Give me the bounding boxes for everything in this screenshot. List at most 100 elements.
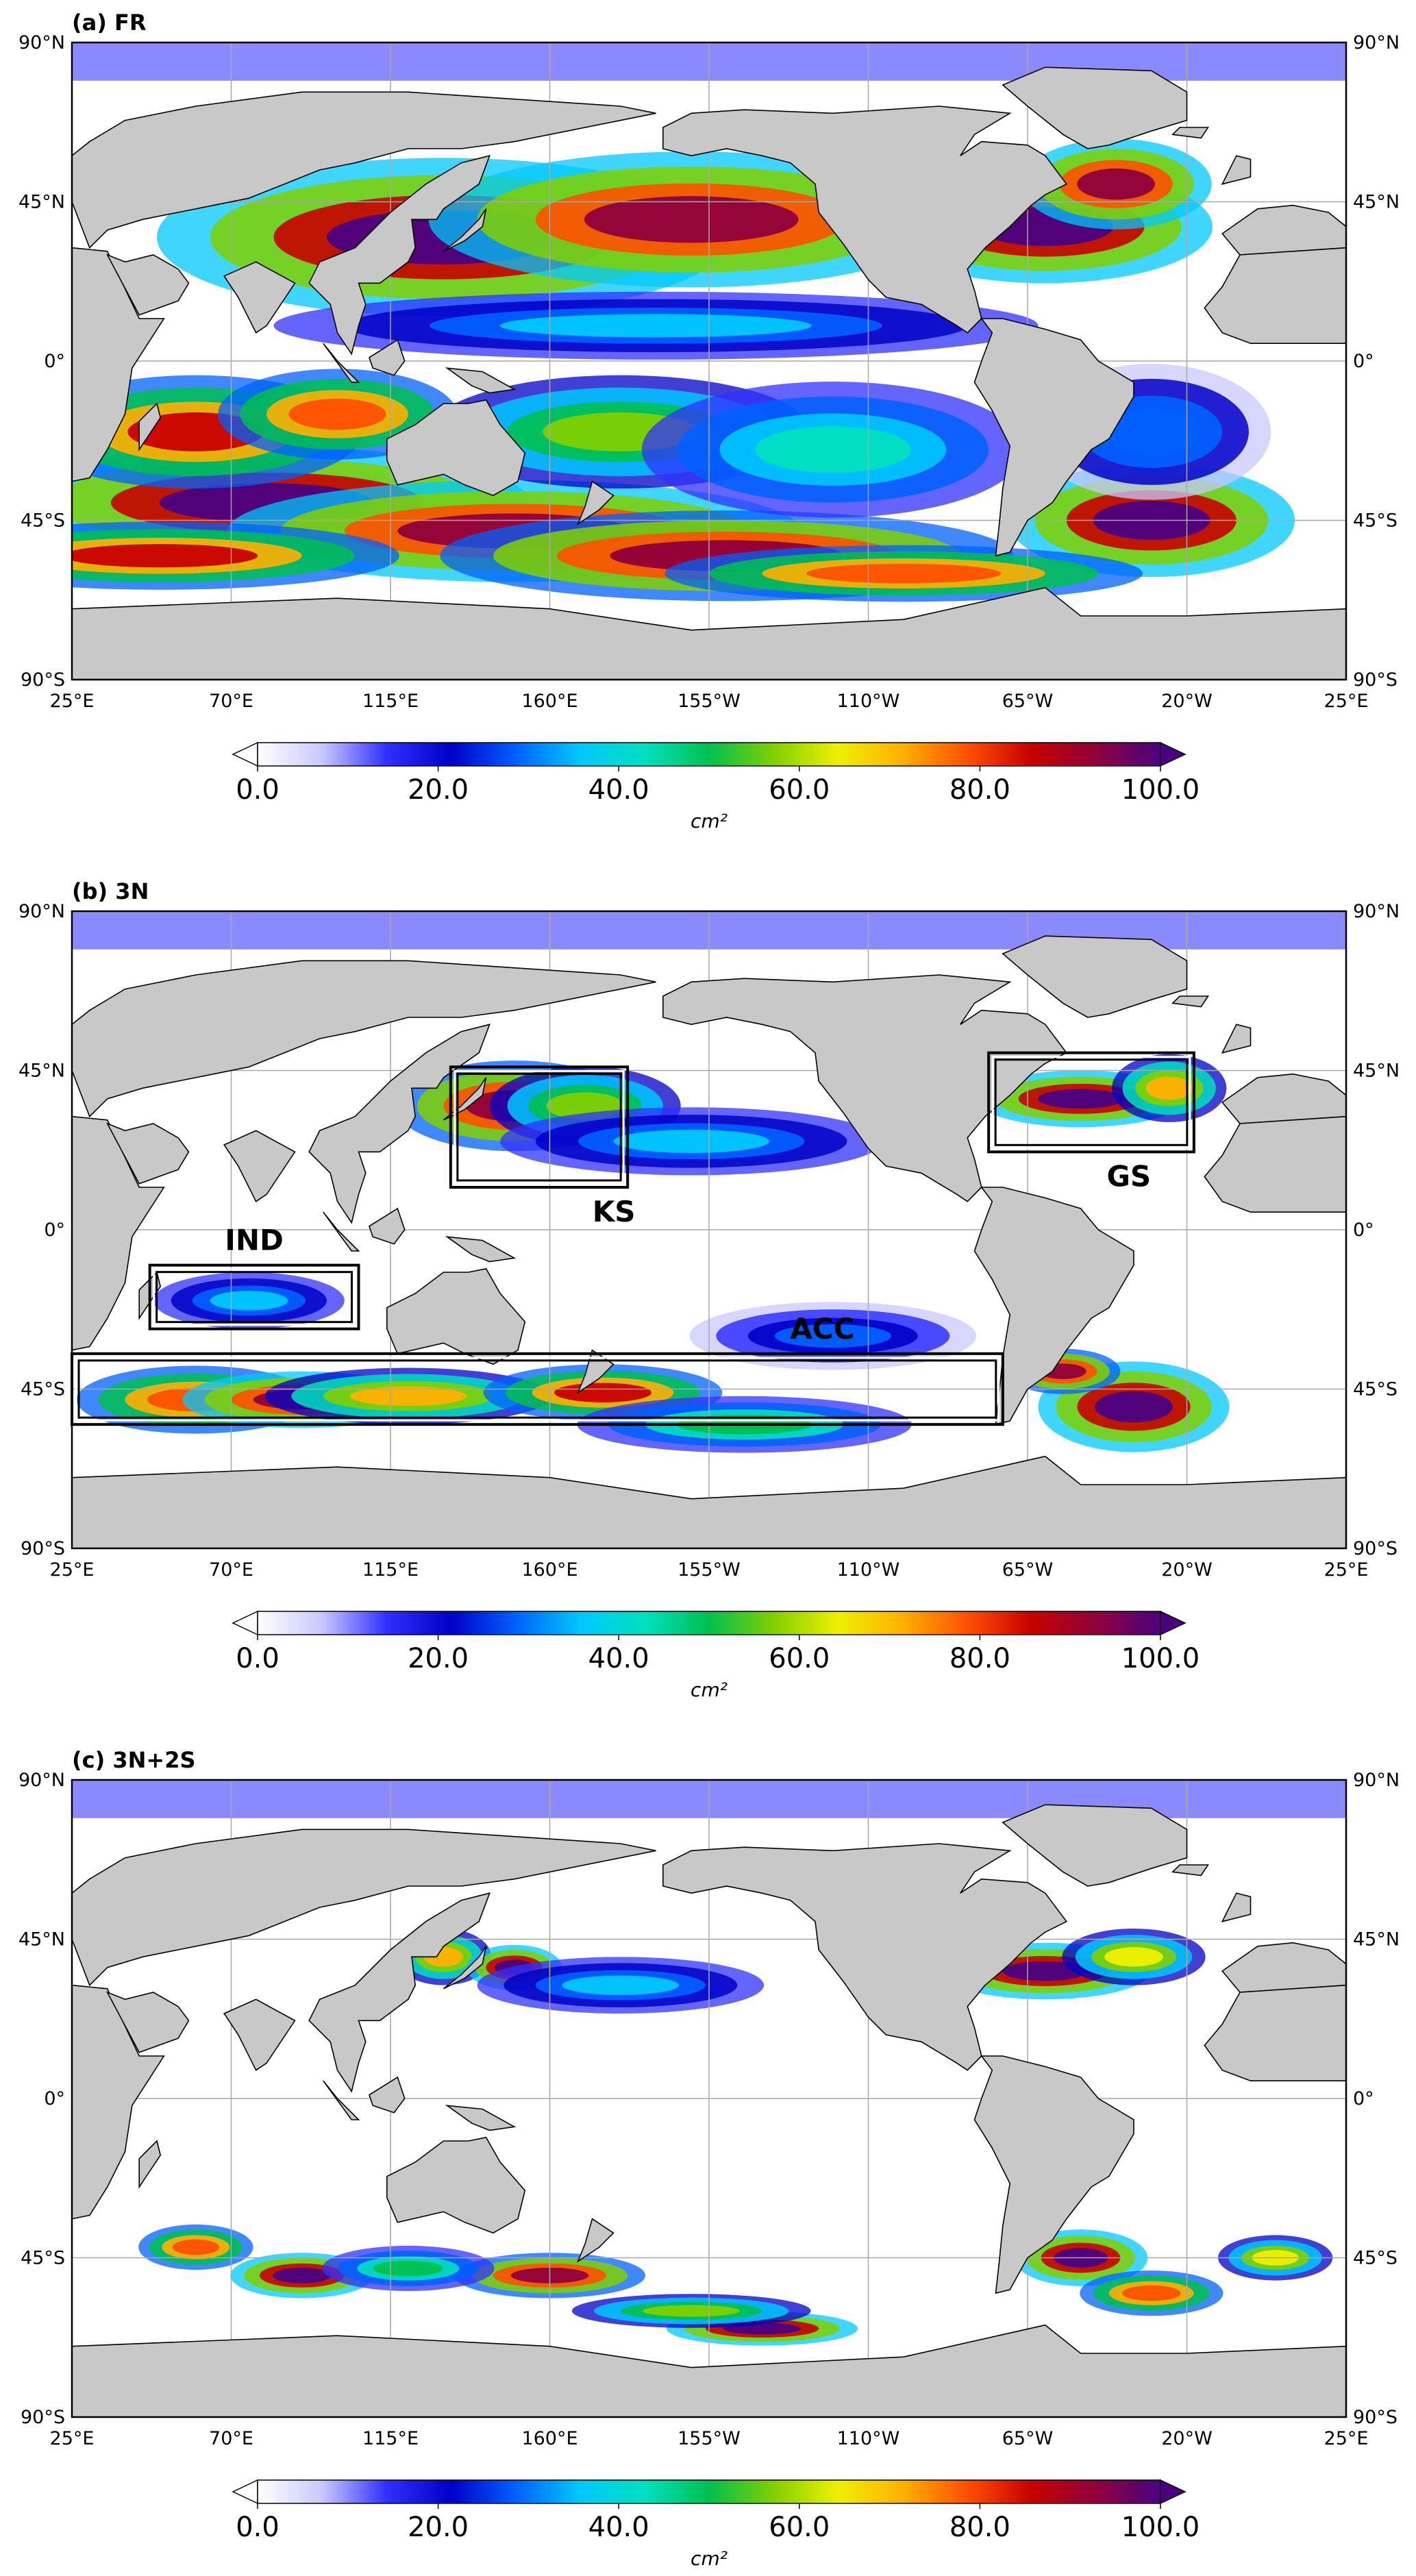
field-peak [1077, 168, 1155, 200]
field-peak [172, 2239, 219, 2255]
region-box-gap [454, 1069, 625, 1185]
land-mass [445, 2105, 517, 2131]
field-peak [554, 1383, 652, 1402]
lon-tick-label: 25°E [1324, 2428, 1369, 2449]
colorbar-extend-max [1160, 1610, 1187, 1636]
lat-tick-label-right: 45°S [1353, 1379, 1398, 1400]
lon-tick-label: 25°E [1324, 1559, 1369, 1581]
field-peak [349, 1386, 467, 1407]
land-mass [72, 2324, 1346, 2417]
land-mass [445, 1236, 517, 1263]
colorbar-ramp [257, 742, 1161, 767]
land-mass [138, 2140, 162, 2189]
colorbar-tick-label: 20.0 [408, 2512, 469, 2543]
lon-tick-label: 25°E [50, 1559, 95, 1581]
colorbar-tick-label: 20.0 [408, 774, 469, 806]
lat-tick-label-right: 45°N [1353, 192, 1400, 213]
colorbar-tick-label: 0.0 [236, 1643, 280, 1674]
lat-tick-label-left: 90°N [18, 901, 65, 922]
colorbar-ramp [257, 1611, 1161, 1635]
land-mass [973, 318, 1134, 557]
colorbar-extend-max [1160, 2479, 1187, 2505]
colorbar-tick-label: 80.0 [949, 2512, 1010, 2543]
land-mass [1002, 935, 1188, 1018]
colorbar-tick-label: 0.0 [236, 774, 280, 806]
map-area [72, 42, 1346, 680]
field-peak [1122, 2285, 1181, 2301]
field-peak [643, 2305, 741, 2317]
region-label-ACC: ACC [790, 1312, 854, 1346]
colorbar-unit-label: cm² [691, 1679, 728, 1701]
panel-title: (c) 3N+2S [72, 1747, 196, 1773]
lon-tick-label: 110°W [837, 1559, 900, 1581]
colorbar-tick-label: 40.0 [588, 1643, 649, 1674]
land-mass [138, 402, 162, 451]
land-mass [369, 2076, 406, 2114]
land-mass [386, 2136, 526, 2234]
land-mass [369, 1207, 406, 1245]
land-mass [445, 367, 517, 394]
field-peak [613, 1129, 769, 1153]
lon-tick-label: 160°E [521, 2428, 577, 2449]
field-peak [1102, 408, 1200, 456]
field-peak [755, 426, 911, 473]
lat-tick-label-left: 90°N [18, 32, 65, 53]
lon-tick-label: 110°W [837, 691, 900, 712]
panel-title: (a) FR [72, 10, 146, 36]
field-peak [210, 1291, 288, 1311]
land-mass [1171, 1864, 1209, 1877]
lat-tick-label-right: 90°S [1353, 669, 1398, 691]
land-mass [308, 155, 490, 356]
field-peak [500, 314, 812, 338]
land-mass [105, 253, 190, 316]
field-peak [806, 563, 1002, 584]
land-mass [1171, 127, 1209, 139]
map-frame [71, 1779, 1347, 2418]
lat-tick-label-right: 90°S [1353, 1538, 1398, 1559]
colorbar-tick-label: 80.0 [949, 774, 1010, 806]
colorbar-extend-min [232, 2479, 258, 2505]
land-mass [386, 399, 526, 497]
lon-tick-label: 115°E [362, 2428, 419, 2449]
region-box-gap [75, 1357, 1000, 1422]
colorbar-tick-label: 0.0 [236, 2512, 280, 2543]
field-peak [72, 544, 258, 568]
field-peak [1104, 1947, 1163, 1967]
land-mass [1221, 155, 1252, 185]
land-mass [1002, 66, 1188, 149]
field-peak [562, 1975, 680, 1995]
lon-tick-label: 25°E [50, 2428, 95, 2449]
field-peak [1037, 1089, 1124, 1109]
region-label-KS: KS [593, 1195, 636, 1228]
region-box-gap [991, 1056, 1191, 1149]
field-peak [1095, 1391, 1173, 1423]
panel-title: (b) 3N [72, 878, 149, 904]
lon-tick-label: 155°W [678, 691, 741, 712]
lat-tick-label-left: 45°N [18, 192, 65, 213]
lon-tick-label: 115°E [362, 1559, 419, 1581]
lat-tick-label-right: 0° [1353, 1219, 1374, 1241]
panel-c: (c) 3N+2S 25°E 70°E 115°E 160°E 155°W 110°W 65°… [18, 1747, 1400, 2570]
field-peak [1145, 1076, 1193, 1100]
land-mass [1204, 1984, 1346, 2081]
lon-tick-label: 25°E [50, 691, 95, 712]
colorbar-tick-label: 100.0 [1121, 774, 1200, 806]
region-box-outer [987, 1051, 1195, 1154]
colorbar-tick-label: 20.0 [408, 1643, 469, 1674]
land-mass [105, 1991, 190, 2053]
land-mass [72, 1829, 656, 1987]
map-area [72, 1780, 1346, 2417]
lon-tick-label: 70°E [209, 1559, 253, 1581]
colorbar-tick-label: 40.0 [588, 774, 649, 806]
land-mass [323, 343, 360, 383]
map-frame [71, 41, 1347, 681]
colorbar-tick-label: 40.0 [588, 2512, 649, 2543]
colorbar-extend-min [232, 1610, 258, 1636]
colorbar-extend-max [1160, 741, 1187, 767]
field-peak [273, 2267, 332, 2283]
lat-tick-label-left: 90°S [21, 2407, 65, 2428]
region-box-outer [148, 1263, 360, 1330]
lat-tick-label-left: 90°N [18, 1770, 65, 1791]
lon-tick-label: 115°E [362, 691, 419, 712]
